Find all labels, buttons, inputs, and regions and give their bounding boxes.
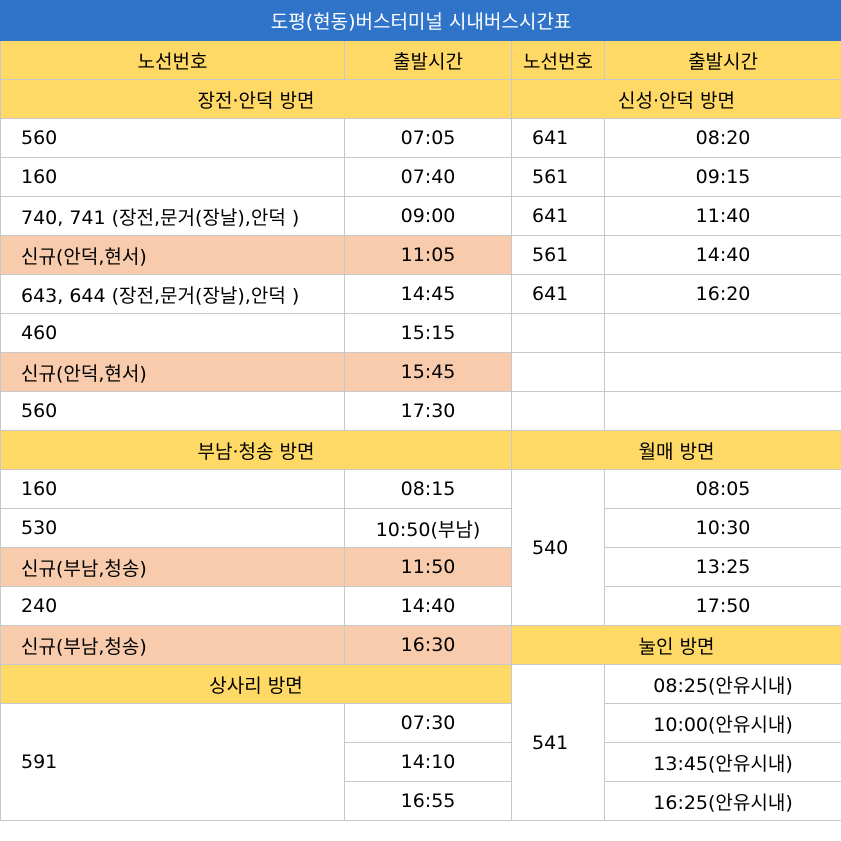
- time-cell: 17:30: [344, 391, 512, 431]
- column-header-route: 노선번호: [511, 40, 605, 80]
- time-cell: 08:20: [603, 118, 841, 158]
- time-cell: 08:25(안유시내): [603, 664, 841, 704]
- route-cell-new: 신규(안덕,현서): [0, 352, 345, 392]
- section-header-nurin: 눌인 방면: [510, 625, 841, 665]
- time-cell: 15:15: [344, 313, 512, 353]
- time-cell: 17:50: [603, 586, 841, 626]
- table-row: 신규(안덕,현서) 15:45: [0, 352, 841, 392]
- table-row: 신규(안덕,현서) 11:05 561 14:40: [0, 235, 841, 275]
- time-cell: 10:00(안유시내): [603, 703, 841, 743]
- empty-cell: [603, 391, 841, 431]
- route-cell-new: 신규(부남,청송): [0, 625, 345, 665]
- time-cell: 08:05: [603, 469, 841, 509]
- time-cell: 07:40: [344, 157, 512, 197]
- time-cell: 13:45(안유시내): [603, 742, 841, 782]
- time-cell: 07:30: [344, 703, 512, 743]
- timetable: 도평(현동)버스터미널 시내버스시간표 노선번호 출발시간 노선번호 출발시간 …: [0, 0, 841, 821]
- time-cell: 14:10: [344, 742, 512, 782]
- table-row: 240 14:40 17:50: [0, 586, 841, 626]
- empty-cell: [511, 313, 605, 353]
- time-cell: 10:50(부남): [344, 508, 512, 548]
- time-cell: 13:25: [603, 547, 841, 587]
- route-cell: 530: [0, 508, 345, 548]
- table-row: 560 17:30: [0, 391, 841, 431]
- table-row: 530 10:50(부남) 10:30: [0, 508, 841, 548]
- route-cell: 560: [0, 391, 345, 431]
- route-cell-merged: 541: [511, 664, 605, 821]
- time-cell: 14:45: [344, 274, 512, 314]
- section-header-wolmae: 월매 방면: [510, 430, 841, 470]
- table-row: 14:10 13:45(안유시내): [1, 742, 841, 782]
- column-header-time: 출발시간: [344, 40, 512, 80]
- time-cell-new: 11:05: [344, 235, 512, 275]
- table-row: 591 07:30 10:00(안유시내): [0, 703, 841, 821]
- table-row: 160 07:40 561 09:15: [0, 157, 841, 197]
- route-cell: 643, 644 (장전,문거(장날),안덕 ): [0, 274, 345, 314]
- route-cell: 740, 741 (장전,문거(장날),안덕 ): [0, 196, 345, 236]
- table-row: 643, 644 (장전,문거(장날),안덕 ) 14:45 641 16:20: [0, 274, 841, 314]
- section-header-sinseong: 신성·안덕 방면: [510, 79, 841, 119]
- time-cell: 09:00: [344, 196, 512, 236]
- section-header-bunam: 부남·청송 방면: [0, 430, 512, 470]
- table-row: 160 08:15 540 08:05: [0, 469, 841, 626]
- route-cell: 160: [0, 157, 345, 197]
- time-cell: 08:15: [344, 469, 512, 509]
- route-cell: 641: [511, 196, 605, 236]
- empty-cell: [511, 391, 605, 431]
- table-row: 16:55 16:25(안유시내): [1, 781, 841, 821]
- route-cell: 160: [0, 469, 345, 509]
- time-cell: 16:55: [344, 781, 512, 821]
- route-cell: 641: [511, 274, 605, 314]
- route-cell: 561: [511, 157, 605, 197]
- route-cell-merged: 591: [0, 703, 345, 821]
- empty-cell: [603, 313, 841, 353]
- section-header-jangjeon: 장전·안덕 방면: [0, 79, 512, 119]
- table-row: 740, 741 (장전,문거(장날),안덕 ) 09:00 641 11:40: [0, 196, 841, 236]
- route-cell-merged: 540: [511, 469, 605, 626]
- route-cell: 641: [511, 118, 605, 158]
- page-title: 도평(현동)버스터미널 시내버스시간표: [0, 0, 841, 41]
- time-cell: 16:20: [603, 274, 841, 314]
- table-row: 신규(부남,청송) 16:30 눌인 방면: [0, 625, 841, 665]
- column-header-time: 출발시간: [603, 40, 841, 80]
- empty-cell: [511, 352, 605, 392]
- route-cell-new: 신규(안덕,현서): [0, 235, 345, 275]
- time-cell: 10:30: [603, 508, 841, 548]
- table-row: 신규(부남,청송) 11:50 13:25: [0, 547, 841, 587]
- column-header-route: 노선번호: [0, 40, 345, 80]
- time-cell-new: 16:30: [344, 625, 512, 665]
- time-cell-new: 11:50: [344, 547, 512, 587]
- table-row: 560 07:05 641 08:20: [0, 118, 841, 158]
- route-cell: 460: [0, 313, 345, 353]
- route-cell: 560: [0, 118, 345, 158]
- section-header-sasari: 상사리 방면: [0, 664, 512, 704]
- time-cell: 14:40: [344, 586, 512, 626]
- empty-cell: [603, 352, 841, 392]
- route-cell: 240: [0, 586, 345, 626]
- time-cell-new: 15:45: [344, 352, 512, 392]
- time-cell: 07:05: [344, 118, 512, 158]
- table-row: 460 15:15: [0, 313, 841, 353]
- time-cell: 11:40: [603, 196, 841, 236]
- time-cell: 14:40: [603, 235, 841, 275]
- route-cell-new: 신규(부남,청송): [0, 547, 345, 587]
- column-header-row: 노선번호 출발시간 노선번호 출발시간: [0, 40, 841, 80]
- route-cell: 561: [511, 235, 605, 275]
- time-cell: 09:15: [603, 157, 841, 197]
- time-cell: 16:25(안유시내): [603, 781, 841, 821]
